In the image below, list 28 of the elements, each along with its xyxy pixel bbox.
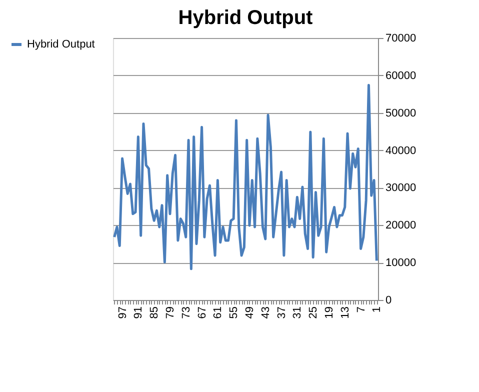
x-tick-label: 91 (132, 306, 145, 319)
x-tick-label: 37 (276, 306, 288, 319)
y-tick-label: 40000 (386, 144, 416, 157)
y-tick-label: 30000 (386, 182, 416, 194)
y-tick-label: 50000 (386, 107, 416, 120)
x-tick-label: 97 (116, 306, 129, 319)
line-series (113, 84, 378, 270)
x-tick-label: 31 (292, 306, 304, 319)
x-tick-label: 85 (148, 306, 161, 319)
x-tick-label: 49 (244, 306, 256, 319)
y-tick-label: 10000 (386, 257, 416, 270)
chart-title: Hybrid Output (178, 7, 314, 29)
y-tick-label: 60000 (386, 70, 416, 82)
x-tick-label: 13 (339, 306, 352, 319)
x-tick-label: 7 (355, 306, 368, 313)
y-tick-label: 20000 (386, 220, 416, 232)
y-tick-label: 0 (386, 294, 392, 306)
x-tick-label: 1 (371, 306, 384, 313)
legend-label: Hybrid Output (27, 38, 95, 50)
x-tick-label: 19 (323, 306, 336, 319)
x-tick-label: 73 (180, 306, 192, 319)
x-tick-label: 79 (164, 306, 176, 319)
y-tick-label: 70000 (386, 32, 416, 44)
x-tick-label: 55 (228, 306, 240, 319)
x-tick-label: 61 (212, 306, 224, 319)
x-tick-label: 67 (196, 306, 208, 319)
x-tick-label: 25 (308, 306, 320, 319)
x-tick-label: 43 (260, 306, 272, 319)
